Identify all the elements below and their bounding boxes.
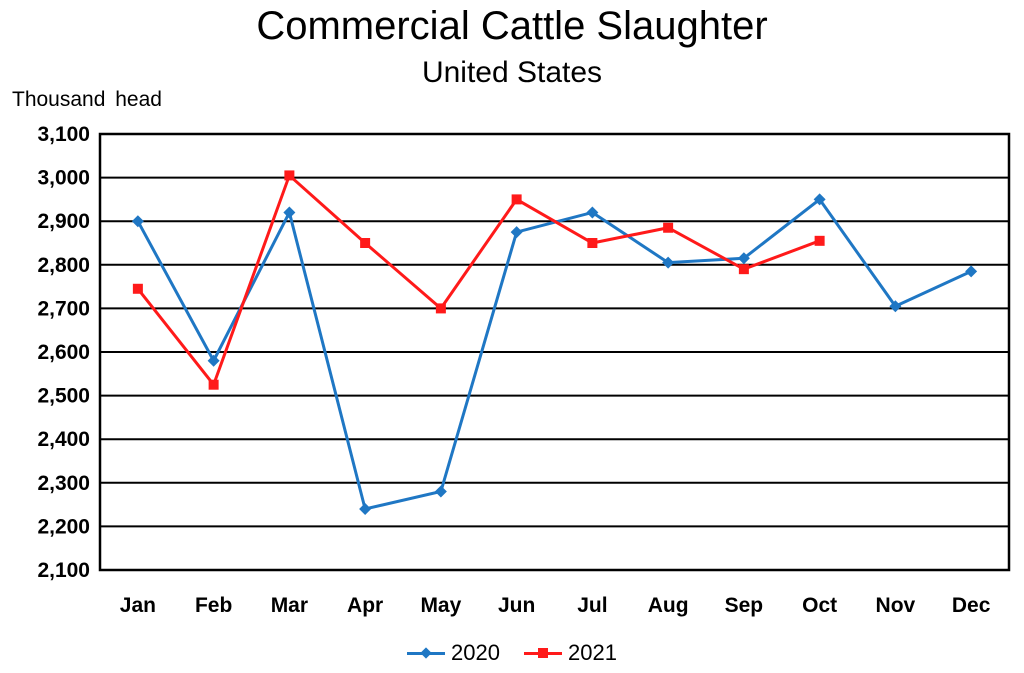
data-point-2020 <box>207 354 220 367</box>
data-point-2021 <box>208 379 219 390</box>
data-point-2020 <box>434 485 447 498</box>
legend-swatch <box>407 643 446 663</box>
y-axis-label: Thousand head <box>12 88 162 111</box>
series-line-2021 <box>136 172 821 388</box>
chart-title: Commercial Cattle Slaughter <box>256 4 768 48</box>
plot-frame <box>98 132 1011 572</box>
legend-label: 2021 <box>568 640 617 665</box>
legend-item-2021: 2021 <box>524 640 617 666</box>
series-markers <box>131 170 978 515</box>
chart-subtitle: United States <box>421 56 603 89</box>
data-point-2021 <box>587 238 598 248</box>
x-tick-label: Oct <box>802 594 837 617</box>
legend: 2020 2021 <box>0 640 1024 666</box>
data-point-2020 <box>813 193 826 206</box>
y-tick-label: 2,600 <box>37 341 90 364</box>
x-tick-label: Aug <box>648 594 689 617</box>
y-tick-label: 2,100 <box>37 559 90 582</box>
data-point-2020 <box>283 206 296 219</box>
data-point-2020 <box>662 256 675 269</box>
y-tick-label: 3,000 <box>37 167 90 190</box>
x-tick-label: Jun <box>498 594 535 617</box>
data-point-2021 <box>435 303 446 314</box>
data-point-2021 <box>663 222 674 233</box>
data-point-2021 <box>132 283 143 294</box>
y-tick-label: 2,500 <box>37 385 90 408</box>
y-tick-label: 2,300 <box>37 472 90 495</box>
data-point-2020 <box>359 502 372 515</box>
x-tick-label: Jul <box>577 594 607 617</box>
legend-item-2020: 2020 <box>407 640 500 666</box>
y-axis-ticks: 2,100 2,200 2,300 2,400 2,500 2,600 2,700 2,800… <box>37 123 90 582</box>
gridlines <box>100 133 1009 571</box>
y-tick-label: 2,800 <box>37 254 90 277</box>
legend-swatch <box>524 643 562 663</box>
x-tick-label: May <box>420 594 461 617</box>
legend-label: 2020 <box>451 640 500 665</box>
x-tick-label: Apr <box>347 594 383 617</box>
data-point-2020 <box>889 300 902 313</box>
data-point-2020 <box>586 206 599 219</box>
x-tick-label: Jan <box>120 594 156 617</box>
y-tick-label: 2,200 <box>37 515 90 538</box>
x-tick-label: Nov <box>876 594 916 617</box>
data-point-2020 <box>965 265 978 278</box>
data-point-2020 <box>510 226 523 239</box>
y-tick-label: 2,700 <box>37 297 90 320</box>
data-point-2021 <box>360 238 371 248</box>
series-lines <box>136 172 972 511</box>
x-axis-ticks: Jan Feb Mar Apr May Jun Jul Aug Sep Oct Nov Dec <box>120 594 991 617</box>
data-point-2020 <box>737 252 750 265</box>
data-point-2021 <box>738 264 749 275</box>
y-tick-label: 2,400 <box>37 428 90 451</box>
x-tick-label: Mar <box>271 594 308 617</box>
x-tick-label: Sep <box>725 594 764 617</box>
data-point-2021 <box>511 194 522 205</box>
data-point-2021 <box>814 235 825 246</box>
x-tick-label: Dec <box>952 594 991 617</box>
x-tick-label: Feb <box>195 594 232 617</box>
y-tick-label: 2,900 <box>37 210 90 233</box>
y-tick-label: 3,100 <box>37 123 90 146</box>
data-point-2021 <box>284 170 295 181</box>
data-point-2020 <box>131 215 144 228</box>
